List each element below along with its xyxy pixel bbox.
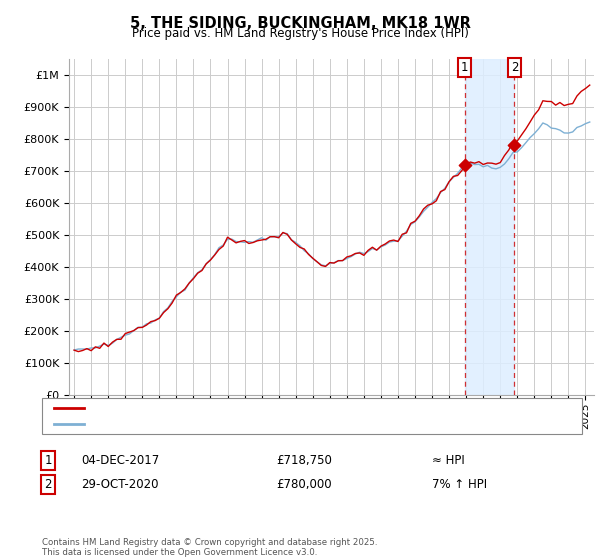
Text: 7% ↑ HPI: 7% ↑ HPI (432, 478, 487, 491)
Text: £718,750: £718,750 (276, 454, 332, 467)
Text: £780,000: £780,000 (276, 478, 332, 491)
Text: Price paid vs. HM Land Registry's House Price Index (HPI): Price paid vs. HM Land Registry's House … (131, 27, 469, 40)
Text: 29-OCT-2020: 29-OCT-2020 (81, 478, 158, 491)
Text: 04-DEC-2017: 04-DEC-2017 (81, 454, 159, 467)
Point (509, 141, 519, 150)
Text: 5, THE SIDING, BUCKINGHAM, MK18 1WR (detached house): 5, THE SIDING, BUCKINGHAM, MK18 1WR (det… (93, 403, 419, 413)
Text: 2: 2 (511, 60, 518, 74)
Text: 2: 2 (44, 478, 52, 491)
Point (460, 160, 470, 169)
Text: 1: 1 (461, 60, 469, 74)
Text: Contains HM Land Registry data © Crown copyright and database right 2025.
This d: Contains HM Land Registry data © Crown c… (42, 538, 377, 557)
Text: 5, THE SIDING, BUCKINGHAM, MK18 1WR: 5, THE SIDING, BUCKINGHAM, MK18 1WR (130, 16, 470, 31)
Text: 1: 1 (44, 454, 52, 467)
Bar (465, 59, 514, 395)
Text: HPI: Average price, detached house, Buckinghamshire: HPI: Average price, detached house, Buck… (93, 419, 390, 429)
Text: ≈ HPI: ≈ HPI (432, 454, 465, 467)
